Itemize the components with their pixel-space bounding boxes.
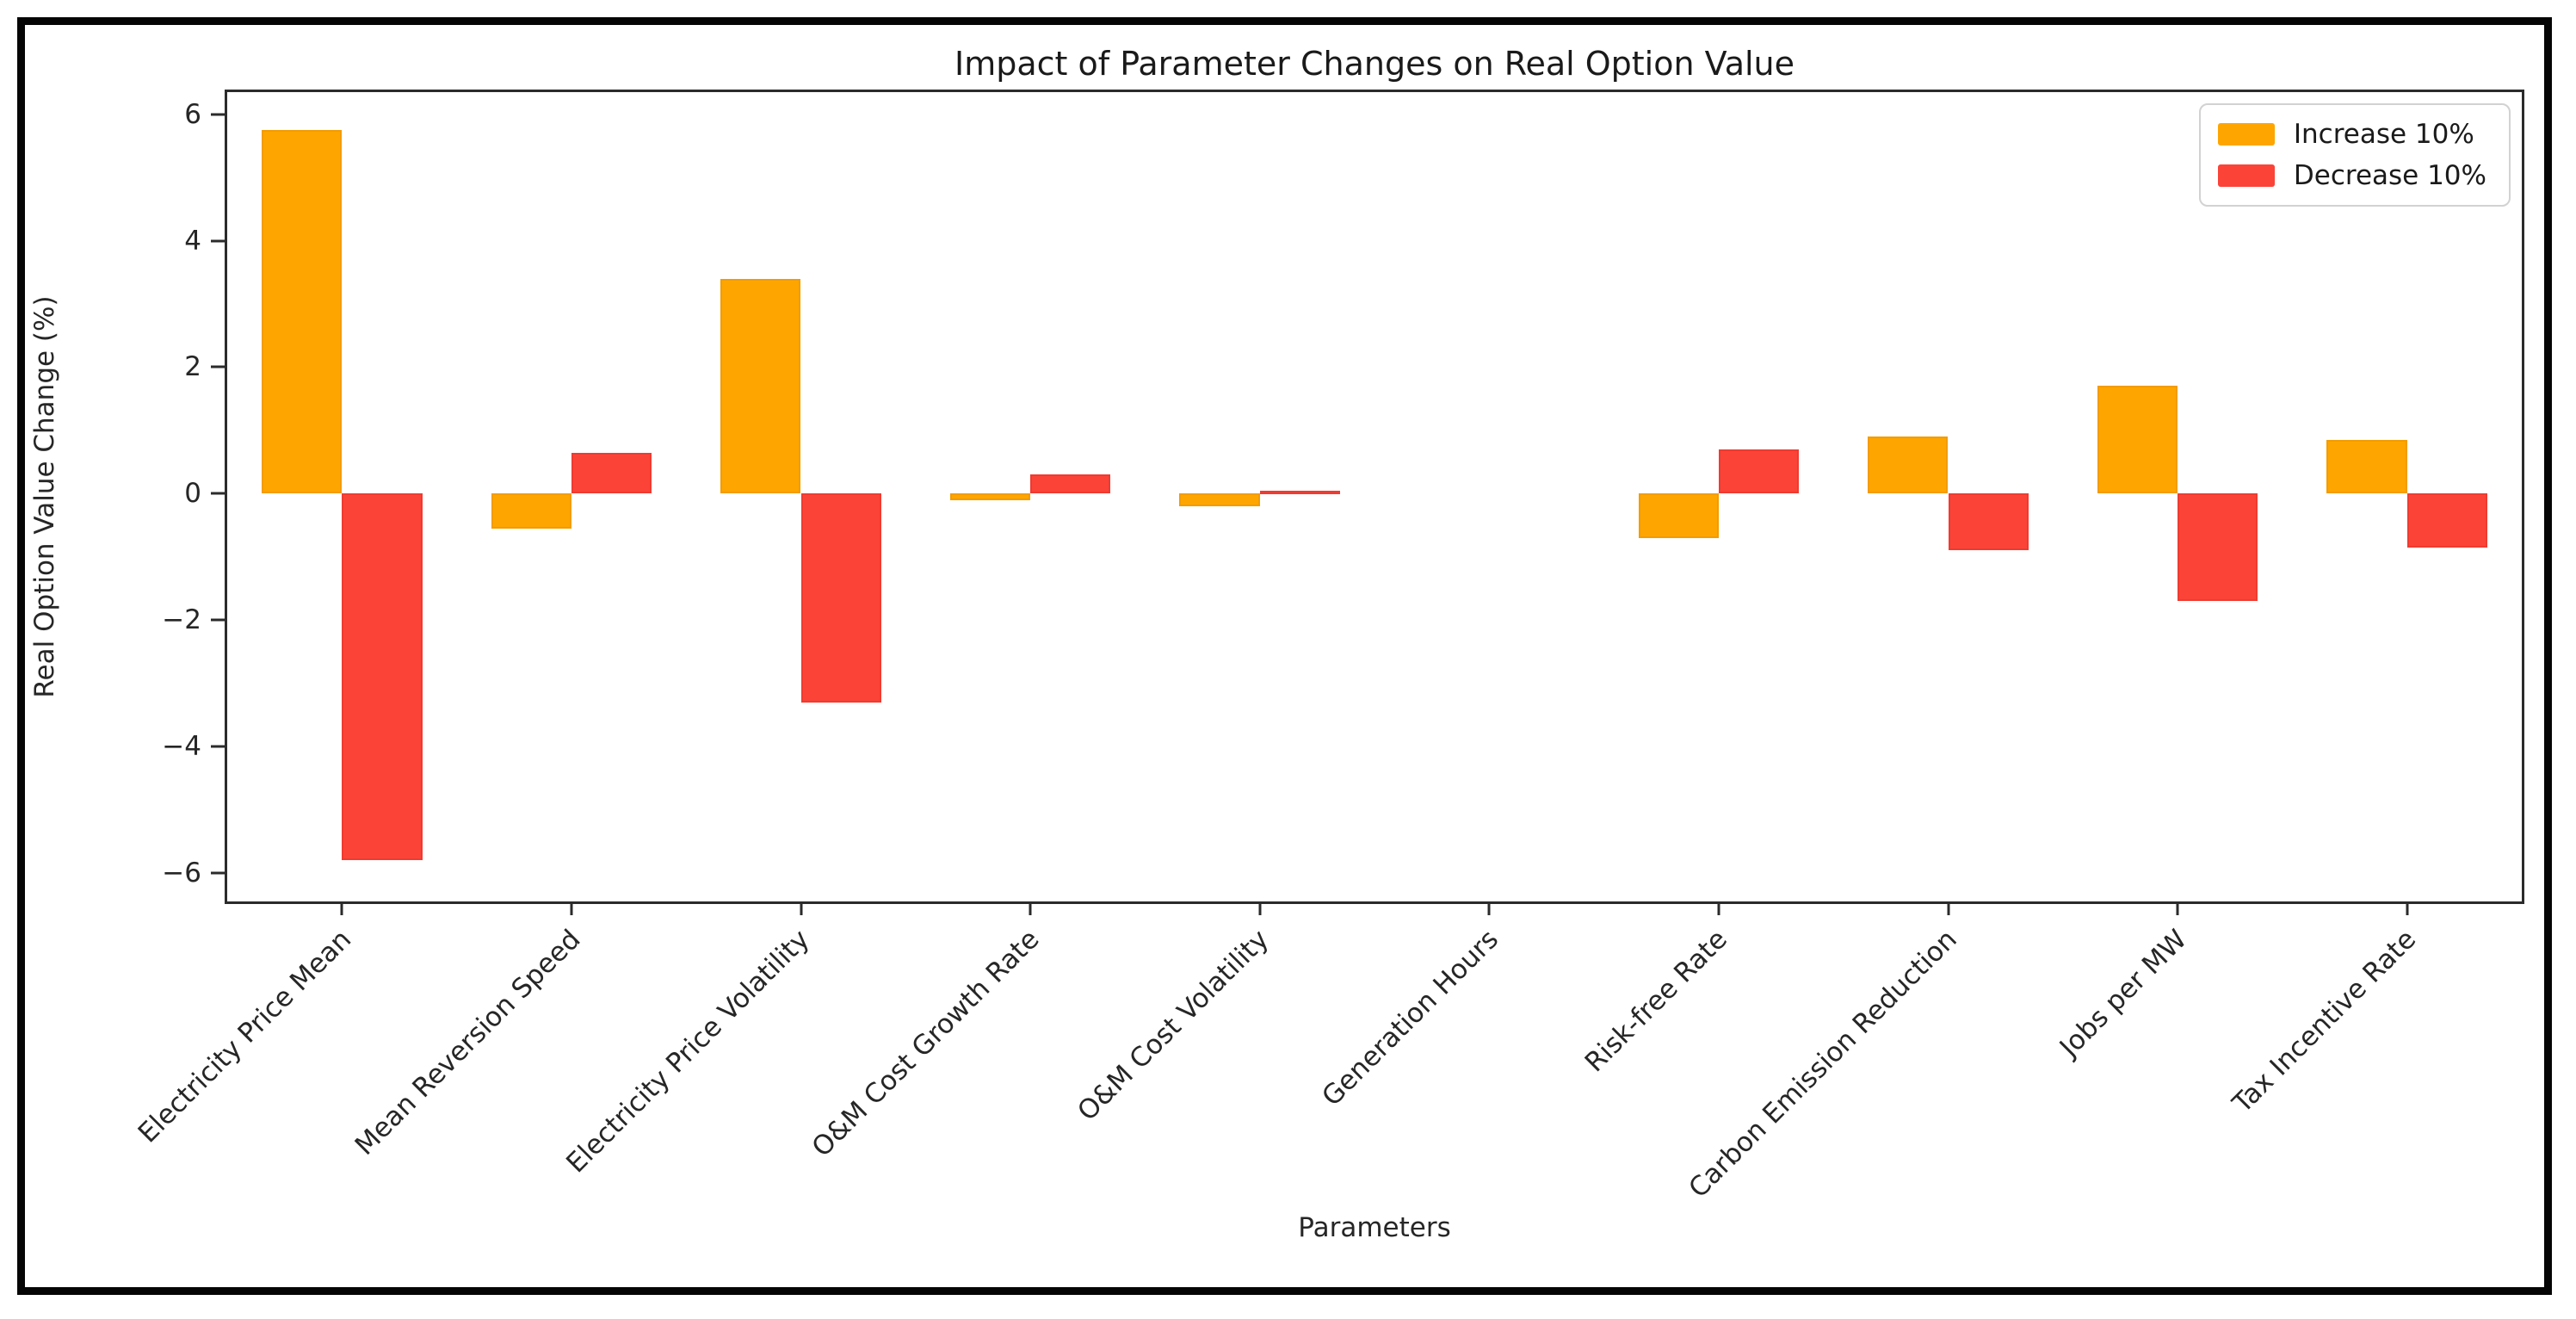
x-tick-risk-free-rate	[1717, 901, 1720, 915]
x-tick-generation-hours	[1487, 901, 1491, 915]
x-axis-label: Parameters	[1298, 1212, 1451, 1243]
y-tick-−6	[211, 871, 225, 875]
x-tick-o-m-cost-volatility	[1258, 901, 1262, 915]
legend-swatch-icon	[2217, 123, 2275, 146]
x-tick-tax-incentive-rate	[2406, 901, 2409, 915]
bar-decrease-10-carbon-emission-reduction	[1948, 493, 2029, 551]
y-tick-4	[211, 239, 225, 243]
chart-title: Impact of Parameter Changes on Real Opti…	[954, 45, 1795, 83]
y-tick-−4	[211, 745, 225, 748]
bar-decrease-10-o-m-cost-growth-rate	[1030, 474, 1111, 494]
x-tick-mean-reversion-speed	[570, 901, 573, 915]
legend-swatch-icon	[2217, 164, 2275, 187]
y-tick-label-2: 2	[184, 351, 201, 383]
bar-increase-10-electricity-price-volatility	[720, 278, 801, 494]
legend-label: Increase 10%	[2293, 119, 2474, 150]
y-tick-6	[211, 113, 225, 116]
legend-entry-increase-10: Increase 10%	[2217, 119, 2486, 150]
bar-decrease-10-tax-incentive-rate	[2406, 493, 2487, 548]
y-tick-label-−2: −2	[162, 604, 201, 636]
bar-increase-10-o-m-cost-volatility	[1179, 493, 1260, 507]
plot-area: Increase 10% Decrease 10% 6 4 2 0 −2 −4 −6 Elect…	[132, 90, 2524, 1204]
legend: Increase 10% Decrease 10%	[2198, 103, 2511, 207]
bar-increase-10-jobs-per-mw	[2097, 386, 2178, 494]
bar-increase-10-electricity-price-mean	[261, 130, 343, 494]
y-tick-0	[211, 492, 225, 495]
bar-increase-10-tax-incentive-rate	[2326, 439, 2407, 494]
y-tick-−2	[211, 618, 225, 622]
x-tick-electricity-price-volatility	[800, 901, 802, 915]
bar-decrease-10-o-m-cost-volatility	[1259, 490, 1340, 494]
bar-decrease-10-jobs-per-mw	[2178, 493, 2258, 602]
x-tick-carbon-emission-reduction	[1947, 901, 1949, 915]
x-tick-jobs-per-mw	[2176, 901, 2179, 915]
x-tick-o-m-cost-growth-rate	[1029, 901, 1032, 915]
bar-decrease-10-risk-free-rate	[1718, 449, 1800, 494]
bar-increase-10-carbon-emission-reduction	[1868, 437, 1949, 494]
bar-increase-10-o-m-cost-growth-rate	[949, 493, 1031, 500]
bar-decrease-10-mean-reversion-speed	[571, 452, 652, 494]
bar-decrease-10-electricity-price-mean	[342, 493, 423, 861]
y-tick-label-4: 4	[184, 225, 201, 257]
bar-decrease-10-electricity-price-volatility	[800, 493, 881, 703]
legend-entry-decrease-10: Decrease 10%	[2217, 160, 2486, 191]
bar-increase-10-mean-reversion-speed	[491, 493, 571, 529]
y-tick-label-6: 6	[184, 98, 201, 130]
legend-label: Decrease 10%	[2293, 160, 2486, 191]
bar-increase-10-risk-free-rate	[1638, 493, 1719, 538]
y-tick-2	[211, 365, 225, 368]
y-axis-label: Real Option Value Change (%)	[29, 295, 60, 698]
y-tick-label-0: 0	[184, 478, 201, 510]
y-tick-label-−6: −6	[162, 857, 201, 889]
y-tick-label-−4: −4	[162, 731, 201, 763]
x-tick-electricity-price-mean	[340, 901, 343, 915]
